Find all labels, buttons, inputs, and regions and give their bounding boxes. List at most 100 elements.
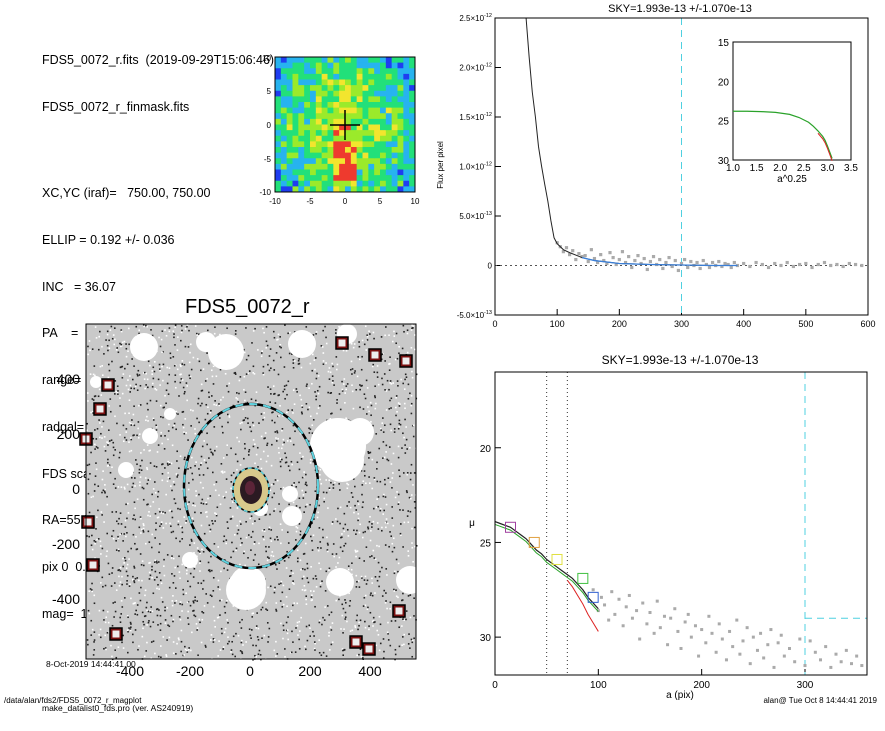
speckle-dot — [312, 334, 315, 336]
thumbnail-cell — [380, 85, 387, 92]
speckle-dot — [252, 559, 255, 561]
speckle-dot — [366, 579, 369, 582]
speckle-dot — [292, 389, 295, 391]
thumbnail-cell — [327, 79, 334, 86]
mask-circle — [288, 330, 316, 358]
speckle-dot — [219, 599, 221, 602]
speckle-dot — [132, 434, 134, 437]
speckle-dot — [89, 588, 92, 590]
speckle-dot — [106, 333, 109, 336]
speckle-dot — [230, 474, 233, 477]
thumbnail-cell — [385, 113, 393, 120]
speckle-dot — [142, 498, 145, 501]
thumbnail-cell — [350, 73, 358, 80]
speckle-dot — [134, 602, 136, 604]
speckle-dot — [157, 495, 159, 498]
speckle-dot — [363, 560, 366, 562]
speckle-dot — [350, 342, 353, 345]
speckle-dot — [212, 605, 215, 608]
speckle-dot — [319, 473, 321, 476]
speckle-dot — [372, 549, 375, 552]
speckle-dot — [86, 392, 89, 394]
thumbnail-cell — [385, 124, 393, 131]
speckle-dot — [342, 654, 345, 656]
speckle-dot — [241, 639, 243, 642]
speckle-dot — [351, 496, 354, 498]
speckle-dot — [271, 551, 274, 553]
speckle-dot — [208, 391, 210, 394]
speckle-dot — [179, 601, 182, 603]
speckle-dot — [192, 502, 195, 505]
speckle-dot — [133, 581, 136, 584]
speckle-dot — [343, 378, 346, 380]
speckle-dot — [266, 344, 269, 347]
speckle-dot — [103, 353, 105, 355]
speckle-dot — [116, 391, 119, 394]
speckle-dot — [200, 390, 203, 392]
speckle-dot — [260, 352, 263, 354]
speckle-dot — [252, 612, 255, 615]
thumbnail-cell — [362, 130, 369, 137]
speckle-dot — [388, 334, 390, 336]
speckle-dot — [162, 363, 165, 366]
thumbnail-cell — [339, 73, 346, 80]
thumbnail-cell — [310, 107, 317, 114]
speckle-dot — [318, 504, 321, 507]
speckle-dot — [148, 562, 150, 564]
thumbnail-cell — [298, 85, 305, 92]
speckle-dot — [347, 565, 350, 567]
speckle-dot — [406, 351, 409, 354]
speckle-dot — [147, 420, 149, 422]
speckle-dot — [413, 597, 415, 600]
thumbnail-cell — [286, 62, 293, 69]
thumbnail-cell — [380, 169, 387, 176]
thumbnail-cell — [275, 130, 282, 137]
speckle-dot — [383, 456, 386, 459]
thumbnail-cell — [286, 79, 293, 86]
speckle-dot — [166, 382, 169, 385]
mu-point — [652, 631, 656, 635]
speckle-dot — [376, 371, 379, 374]
speckle-dot — [155, 389, 158, 391]
speckle-dot — [127, 616, 129, 619]
speckle-dot — [256, 636, 259, 638]
speckle-dot — [386, 574, 388, 576]
speckle-dot — [108, 440, 111, 442]
speckle-dot — [303, 511, 305, 513]
speckle-dot — [120, 329, 123, 331]
speckle-dot — [174, 374, 177, 376]
speckle-dot — [361, 355, 363, 358]
speckle-dot — [256, 446, 259, 449]
speckle-dot — [172, 618, 175, 621]
speckle-dot — [276, 568, 278, 570]
speckle-dot — [408, 496, 411, 499]
speckle-dot — [159, 345, 162, 348]
speckle-dot — [110, 325, 113, 328]
speckle-dot — [178, 395, 180, 397]
speckle-dot — [237, 529, 240, 531]
thumbnail-cell — [362, 85, 369, 92]
speckle-dot — [206, 432, 208, 435]
mu-point — [603, 603, 607, 607]
thumbnail-cell — [280, 79, 288, 86]
thumbnail-cell — [333, 68, 340, 75]
speckle-dot — [87, 478, 90, 481]
sky-point — [816, 262, 820, 267]
speckle-dot — [393, 590, 396, 592]
speckle-dot — [272, 385, 275, 387]
speckle-dot — [236, 468, 238, 471]
speckle-dot — [332, 483, 335, 486]
speckle-dot — [289, 575, 292, 577]
speckle-dot — [357, 356, 359, 358]
thumbnail-cell — [374, 152, 381, 159]
speckle-dot — [226, 619, 229, 621]
speckle-dot — [300, 398, 303, 401]
speckle-dot — [348, 501, 350, 503]
speckle-dot — [149, 609, 151, 612]
speckle-dot — [205, 511, 208, 513]
speckle-dot — [250, 398, 253, 401]
speckle-dot — [151, 533, 154, 536]
speckle-dot — [121, 341, 124, 344]
speckle-dot — [257, 563, 260, 566]
speckle-dot — [389, 380, 392, 382]
